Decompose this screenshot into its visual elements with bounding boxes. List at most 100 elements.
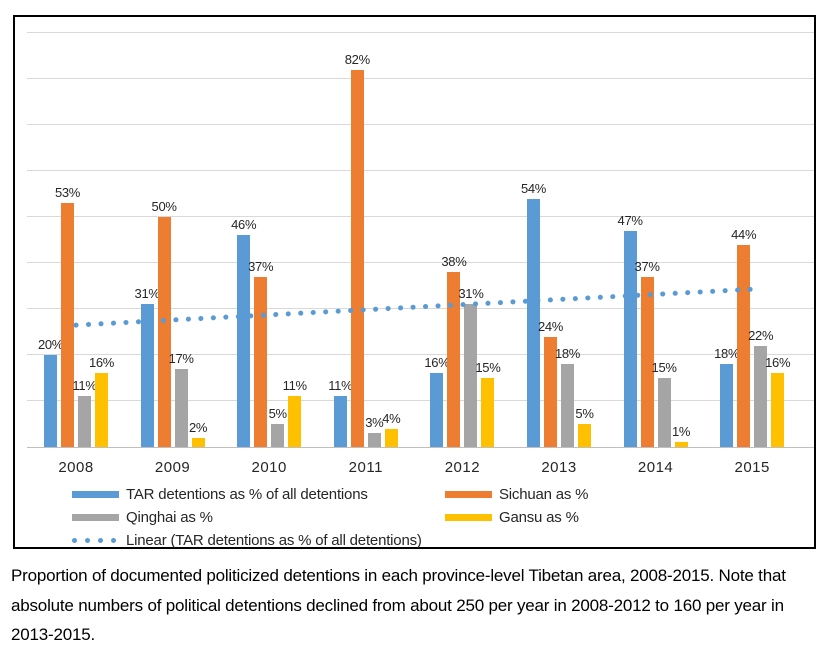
- bar-slot: 37%: [248, 259, 274, 447]
- bar: [254, 276, 268, 447]
- legend: TAR detentions as % of all detentions Si…: [72, 483, 812, 552]
- bar: [44, 355, 57, 447]
- trend-dot-icon: [98, 538, 103, 543]
- year-label: 2012: [444, 459, 481, 476]
- bar: [737, 244, 751, 447]
- bar-label: 4%: [382, 410, 401, 426]
- year-label: 2010: [251, 459, 287, 476]
- legend-label: Gansu as %: [499, 509, 579, 526]
- bar-label: 20%: [37, 337, 64, 352]
- bar-label: 18%: [554, 346, 581, 362]
- bar-group-2011: 11% 82% 3% 4%: [328, 33, 401, 447]
- bar-label: 50%: [151, 199, 177, 214]
- bar-slot: 53%: [55, 185, 80, 447]
- bar-label: 54%: [520, 180, 547, 196]
- bar-label: 18%: [714, 346, 740, 362]
- bar-slot: 3%: [365, 415, 384, 447]
- x-axis-labels: 2008 2009 2010 2011 2012 2013 2014 2015: [27, 459, 800, 479]
- bar-label: 37%: [634, 258, 660, 274]
- bar: [578, 424, 591, 447]
- bar: [367, 433, 381, 447]
- sichuan-series-swatch: [445, 491, 492, 498]
- bar-slot: 4%: [382, 411, 401, 447]
- bar: [288, 396, 302, 447]
- bar-label: 17%: [168, 350, 194, 366]
- bar-label: 11%: [328, 378, 353, 394]
- bar-group-2008: 20% 53% 11% 16%: [38, 33, 114, 447]
- bar-slot: 16%: [424, 355, 450, 447]
- bar-slot: 17%: [169, 351, 194, 447]
- bar-group-2009: 31% 50% 17% 2%: [135, 33, 207, 447]
- bar-slot: 5%: [269, 406, 287, 447]
- bar: [157, 217, 171, 447]
- bar-slot: 11%: [72, 378, 97, 447]
- gridline: [27, 262, 814, 263]
- year-label: 2009: [154, 459, 191, 476]
- bar: [95, 373, 108, 447]
- caption-line: 2013-2015.: [11, 625, 96, 644]
- bar: [333, 396, 347, 447]
- bar-label: 16%: [88, 355, 115, 371]
- gridline: [27, 78, 814, 79]
- bar-slot: 11%: [283, 378, 307, 447]
- legend-item-linear-trend: Linear (TAR detentions as % of all deten…: [72, 532, 422, 549]
- bar-slot: 16%: [765, 355, 791, 447]
- bar: [623, 230, 637, 447]
- bar: [464, 304, 478, 447]
- bar: [674, 442, 688, 447]
- bars-layer: 20% 53% 11% 16% 31% 50% 17% 2% 46% 37% 5% 11% 11% 82%…: [27, 33, 800, 447]
- bar-slot: 15%: [652, 360, 677, 447]
- year-label: 2013: [541, 459, 577, 476]
- bar: [544, 336, 557, 447]
- legend-item-qinghai: Qinghai as %: [72, 509, 445, 526]
- bar-slot: 82%: [345, 52, 370, 447]
- bar-slot: 22%: [748, 328, 774, 447]
- bar-group-2013: 54% 24% 18% 5%: [521, 33, 594, 447]
- bar: [140, 304, 154, 447]
- bar-label: 31%: [458, 286, 484, 302]
- bar-slot: 18%: [555, 346, 580, 447]
- legend-item-tar: TAR detentions as % of all detentions: [72, 486, 445, 503]
- bar: [430, 373, 444, 447]
- bar: [78, 396, 91, 447]
- gridline: [27, 32, 814, 33]
- bar-label: 11%: [282, 378, 307, 394]
- bar-group-2010: 46% 37% 5% 11%: [231, 33, 307, 447]
- bar-label: 16%: [765, 355, 791, 371]
- gridline: [27, 354, 814, 355]
- legend-row: TAR detentions as % of all detentions Si…: [72, 483, 812, 506]
- bar-group-2012: 16% 38% 31% 15%: [424, 33, 501, 447]
- bar: [384, 428, 398, 447]
- bar-label: 38%: [441, 254, 467, 270]
- year-label: 2011: [348, 459, 383, 476]
- caption: Proportion of documented politicized det…: [11, 561, 819, 650]
- bar-slot: 11%: [328, 378, 353, 447]
- caption-line: absolute numbers of political detentions…: [11, 595, 784, 615]
- bar: [657, 378, 671, 447]
- bar-label: 1%: [671, 424, 691, 440]
- bar-label: 53%: [54, 185, 81, 201]
- trendline-swatch: [72, 538, 119, 543]
- bar-label: 46%: [231, 217, 257, 233]
- gridline: [27, 124, 814, 125]
- bar-label: 5%: [268, 406, 288, 421]
- legend-label: Qinghai as %: [126, 509, 213, 526]
- bar-label: 37%: [248, 258, 274, 274]
- bar-slot: 16%: [89, 355, 114, 447]
- gansu-series-swatch: [445, 514, 492, 521]
- year-label: 2015: [734, 459, 770, 476]
- bar: [754, 345, 768, 447]
- bar-slot: 50%: [152, 199, 177, 447]
- legend-label: Sichuan as %: [499, 486, 589, 503]
- bar-label: 11%: [72, 378, 97, 394]
- bar-label: 24%: [537, 318, 564, 334]
- bar: [271, 424, 285, 447]
- legend-row: Qinghai as % Gansu as %: [72, 506, 812, 529]
- bar-slot: 1%: [672, 424, 690, 447]
- bar-label: 15%: [651, 360, 677, 375]
- year-label: 2008: [58, 459, 94, 476]
- caption-line: Proportion of documented politicized det…: [11, 566, 786, 585]
- trend-dot-icon: [85, 538, 90, 543]
- bar: [481, 378, 495, 447]
